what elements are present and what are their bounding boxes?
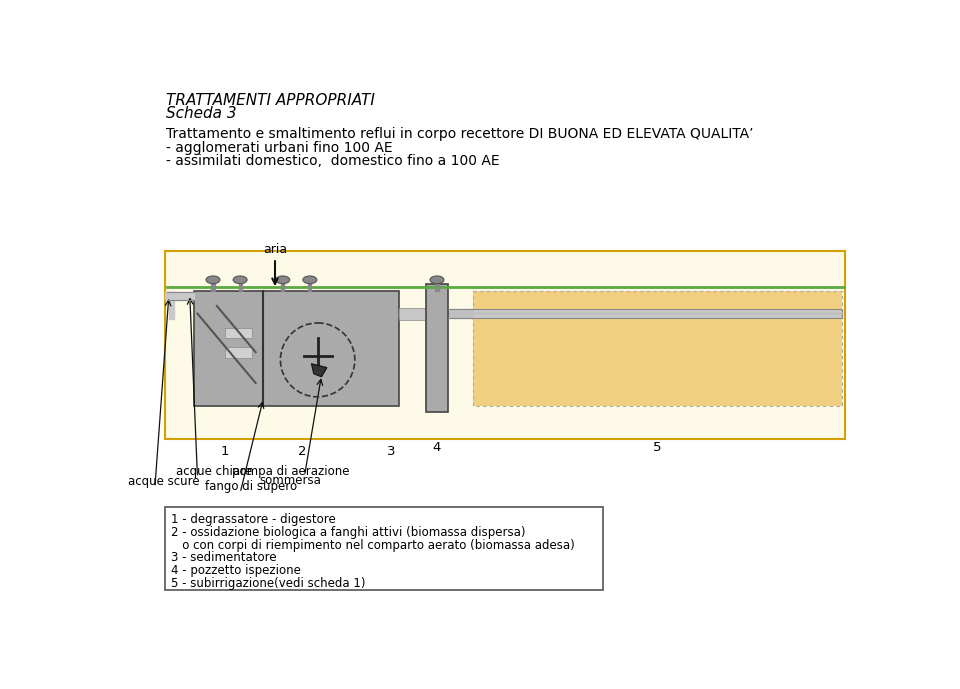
Text: 2 - ossidazione biologica a fanghi attivi (biomassa dispersa): 2 - ossidazione biologica a fanghi attiv…	[171, 526, 526, 539]
Bar	[399, 307, 426, 320]
Text: acque scure: acque scure	[128, 475, 200, 489]
Ellipse shape	[276, 276, 290, 284]
Text: Scheda 3: Scheda 3	[166, 106, 237, 121]
Polygon shape	[311, 364, 327, 377]
Text: aria: aria	[263, 243, 287, 256]
Text: - agglomerati urbani fino 100 AE: - agglomerati urbani fino 100 AE	[166, 141, 394, 155]
Text: 3 - sedimentatore: 3 - sedimentatore	[171, 551, 276, 564]
Text: 5: 5	[653, 441, 661, 454]
Text: 2: 2	[298, 444, 306, 457]
Bar	[426, 285, 447, 412]
Bar	[225, 347, 252, 358]
Bar	[194, 291, 399, 406]
Bar	[225, 327, 252, 338]
Text: - assimilati domestico,  domestico fino a 100 AE: - assimilati domestico, domestico fino a…	[166, 154, 500, 167]
Ellipse shape	[303, 276, 317, 284]
Ellipse shape	[206, 276, 220, 284]
Text: 1 - degrassatore - digestore: 1 - degrassatore - digestore	[171, 513, 336, 526]
Bar	[472, 291, 842, 406]
Bar	[165, 251, 846, 439]
Text: 1: 1	[221, 444, 228, 457]
Text: fango di supero: fango di supero	[205, 480, 298, 493]
Text: 3: 3	[387, 444, 396, 457]
Text: pompa di aerazione: pompa di aerazione	[231, 464, 349, 477]
Text: sommersa: sommersa	[259, 474, 322, 487]
Ellipse shape	[233, 276, 247, 284]
Ellipse shape	[430, 276, 444, 284]
Bar	[165, 507, 603, 590]
Text: TRATTAMENTI APPROPRIATI: TRATTAMENTI APPROPRIATI	[166, 94, 375, 108]
Text: 5 - subirrigazione(vedi scheda 1): 5 - subirrigazione(vedi scheda 1)	[171, 577, 366, 590]
Text: acque chiare: acque chiare	[176, 464, 252, 477]
Text: 4 - pozzetto ispezione: 4 - pozzetto ispezione	[171, 564, 301, 577]
Bar	[472, 291, 842, 406]
Text: o con corpi di riempimento nel comparto aerato (biomassa adesa): o con corpi di riempimento nel comparto …	[171, 539, 575, 551]
Text: Trattamento e smaltimento reflui in corpo recettore DI BUONA ED ELEVATA QUALITA’: Trattamento e smaltimento reflui in corp…	[166, 127, 754, 141]
Text: 4: 4	[433, 441, 442, 454]
Bar	[471, 309, 842, 318]
